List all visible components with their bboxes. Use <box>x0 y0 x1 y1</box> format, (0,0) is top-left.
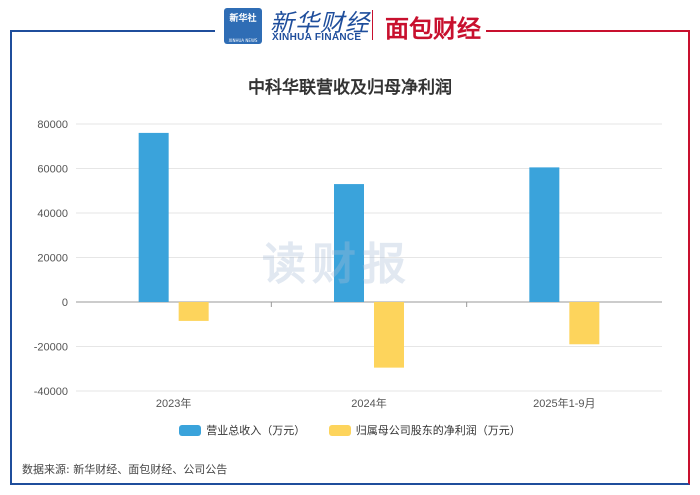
xinhua-finance-sub: XINHUA FINANCE <box>272 32 362 43</box>
y-tick-label: -20000 <box>34 342 68 354</box>
y-tick-label: 20000 <box>37 253 68 265</box>
legend-swatch-profit <box>328 424 351 436</box>
xinhua-badge-sub: XINHUA NEWS <box>228 38 258 43</box>
legend-swatch-revenue <box>179 424 202 436</box>
xinhua-badge-text: 新华社 <box>229 14 257 24</box>
y-tick-label: 80000 <box>37 119 68 131</box>
chart-title: 中科华联营收及归母净利润 <box>248 78 452 98</box>
watermark: 读财报 <box>262 239 412 290</box>
y-tick-label: -40000 <box>34 386 68 398</box>
bar-revenue <box>334 184 364 302</box>
frame-top-left <box>10 30 215 32</box>
legend-label-revenue: 营业总收入（万元） <box>206 424 306 437</box>
bar-profit <box>178 302 209 321</box>
y-tick-label: 40000 <box>37 208 68 220</box>
y-tick-label: 0 <box>62 297 68 309</box>
xinhua-logo: 新华社 XINHUA NEWS <box>224 8 262 44</box>
bar-profit <box>569 302 600 345</box>
data-source: 数据来源: 新华财经、面包财经、公司公告 <box>22 463 228 476</box>
legend-item-profit[interactable]: 归属母公司股东的净利润（万元） <box>328 422 521 438</box>
legend: 营业总收入（万元） 归属母公司股东的净利润（万元） <box>0 422 700 439</box>
x-tick-label: 2025年1-9月 <box>533 396 595 410</box>
bar-revenue <box>138 132 169 302</box>
legend-item-revenue[interactable]: 营业总收入（万元） <box>179 422 305 438</box>
x-tick-label: 2024年 <box>351 396 386 410</box>
mianbao-brand: 面包财经 <box>385 15 481 43</box>
bar-revenue <box>529 167 560 302</box>
xinhua-finance-brand: 新华财经 <box>270 9 370 37</box>
bar-profit <box>374 302 404 368</box>
y-tick-label: 60000 <box>37 164 68 176</box>
header-divider <box>372 10 373 40</box>
legend-label-profit: 归属母公司股东的净利润（万元） <box>355 424 521 437</box>
header: 新华社 XINHUA NEWS 新华财经 XINHUA FINANCE 面包财经 <box>0 0 700 50</box>
chart-frame <box>10 30 690 485</box>
frame-top-right <box>486 30 690 32</box>
x-tick-label: 2023年 <box>156 396 191 410</box>
